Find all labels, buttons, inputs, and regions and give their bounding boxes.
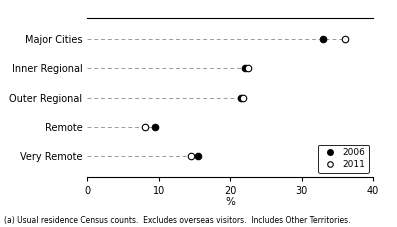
Point [245,66,251,70]
Text: (a) Usual residence Census counts.  Excludes overseas visitors.  Includes Other : (a) Usual residence Census counts. Exclu… [4,216,351,225]
Point [152,125,158,129]
Legend: 2006, 2011: 2006, 2011 [318,145,369,173]
Point [188,155,194,158]
Point [341,37,348,41]
Point [238,96,244,99]
X-axis label: %: % [225,197,235,207]
Point [320,37,326,41]
Point [240,96,246,99]
Point [241,66,248,70]
Point [195,155,201,158]
Point [141,125,148,129]
